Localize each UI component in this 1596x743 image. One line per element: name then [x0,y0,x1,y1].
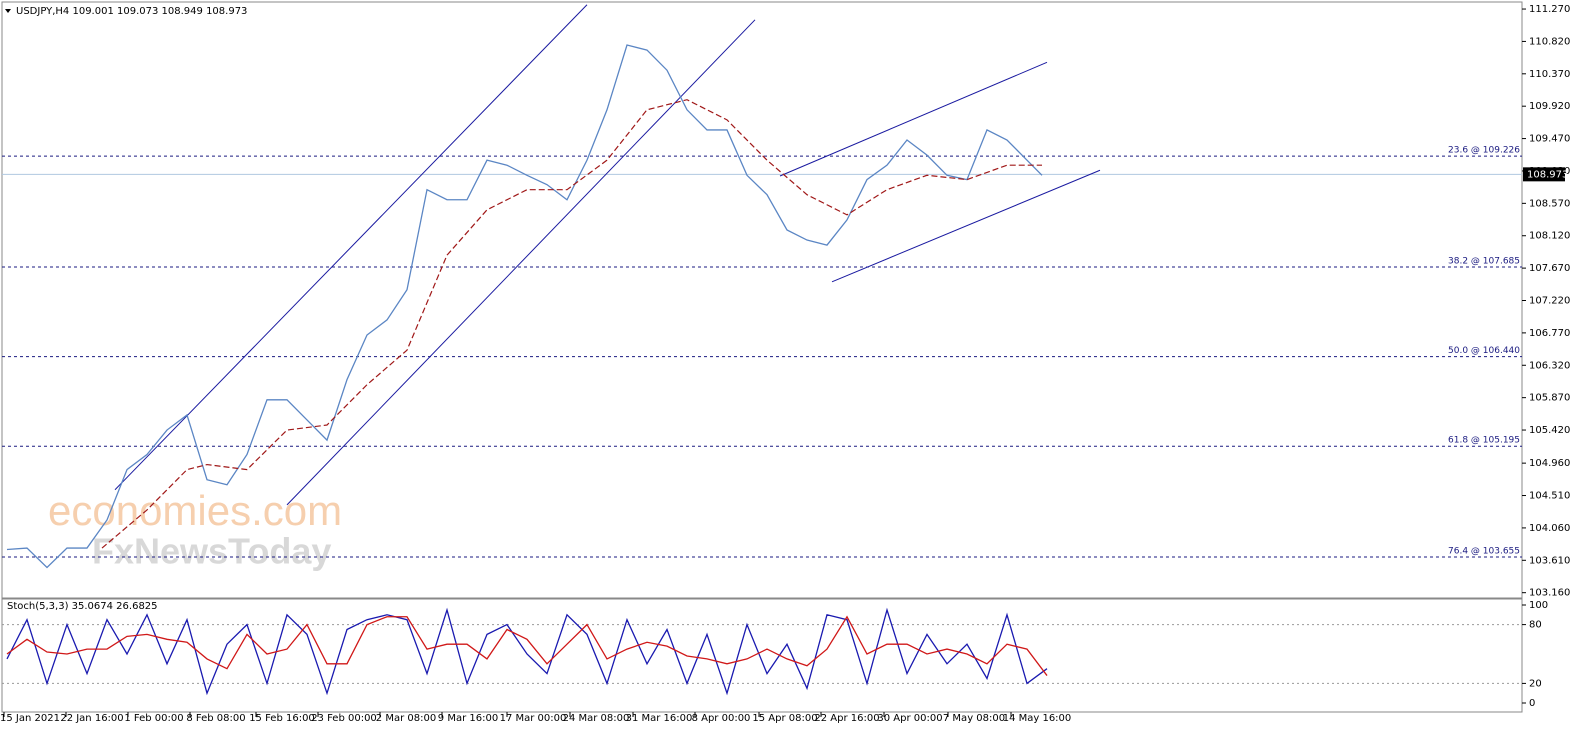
y-tick-label: 110.370 [1529,69,1570,80]
level-label: 38.2 @ 107.685 [1448,257,1520,267]
y-tick-label: 109.470 [1529,134,1570,145]
x-tick-label: 15 Jan 2021 [0,713,60,724]
level-label: 23.6 @ 109.226 [1448,146,1520,156]
y-tick-label: 111.270 [1529,4,1570,15]
y-tick-label: 105.420 [1529,425,1570,436]
x-tick-label: 8 Feb 08:00 [186,713,245,724]
x-tick-label: 1 Feb 00:00 [124,713,183,724]
series-line [6,607,1048,696]
chart-title: USDJPY,H4 109.001 109.073 108.949 108.97… [16,6,247,17]
series-line [6,44,1043,569]
x-tick-label: 23 Feb 00:00 [311,713,377,724]
trendline [779,61,1048,177]
y-tick-label: 109.920 [1529,101,1570,112]
y-tick-label: 0 [1529,698,1535,709]
y-tick-label: 103.610 [1529,555,1570,566]
series-line [6,615,1048,676]
x-tick-label: 31 Mar 16:00 [626,713,693,724]
watermark: economies.com [48,487,342,534]
x-tick-label: 7 May 08:00 [943,713,1005,724]
level-label: 61.8 @ 105.195 [1448,436,1520,446]
x-tick-label: 14 May 16:00 [1003,713,1072,724]
watermark: FxNewsToday [92,531,331,572]
trendline [286,19,756,506]
x-tick-label: 8 Apr 00:00 [692,713,751,724]
y-tick-label: 107.670 [1529,263,1570,274]
y-tick-label: 104.510 [1529,491,1570,502]
level-label: 50.0 @ 106.440 [1448,346,1520,356]
x-tick-label: 9 Mar 16:00 [438,713,498,724]
y-tick-label: 20 [1529,678,1542,689]
y-tick-label: 100 [1529,600,1548,611]
y-tick-label: 103.160 [1529,588,1570,599]
x-tick-label: 22 Jan 16:00 [60,713,123,724]
trendline [831,169,1101,283]
stoch-title: Stoch(5,3,3) 35.0674 26.6825 [7,601,158,612]
x-tick-label: 24 Mar 08:00 [563,713,630,724]
current-price-box [1523,167,1565,182]
y-tick-label: 106.770 [1529,328,1570,339]
y-tick-label: 104.960 [1529,458,1570,469]
y-tick-label: 110.820 [1529,36,1570,47]
x-tick-label: 30 Apr 00:00 [877,713,942,724]
y-tick-label: 108.120 [1529,231,1570,242]
y-tick-label: 106.320 [1529,360,1570,371]
menu-arrow [5,9,11,13]
y-tick-label: 108.570 [1529,198,1570,209]
x-tick-label: 15 Feb 16:00 [249,713,315,724]
y-tick-label: 80 [1529,620,1542,631]
y-tick-label: 107.220 [1529,296,1570,307]
x-tick-label: 17 Mar 00:00 [500,713,567,724]
trendline [114,4,588,491]
y-tick-label: 105.870 [1529,393,1570,404]
current-price-label: 108.973 [1527,169,1568,180]
x-tick-label: 2 Mar 08:00 [376,713,436,724]
level-label: 76.4 @ 103.655 [1448,547,1520,557]
stoch-panel [1,598,1523,713]
x-tick-label: 15 Apr 08:00 [752,713,817,724]
x-tick-label: 22 Apr 16:00 [814,713,879,724]
series-line [101,99,1042,549]
y-tick-label: 104.060 [1529,523,1570,534]
